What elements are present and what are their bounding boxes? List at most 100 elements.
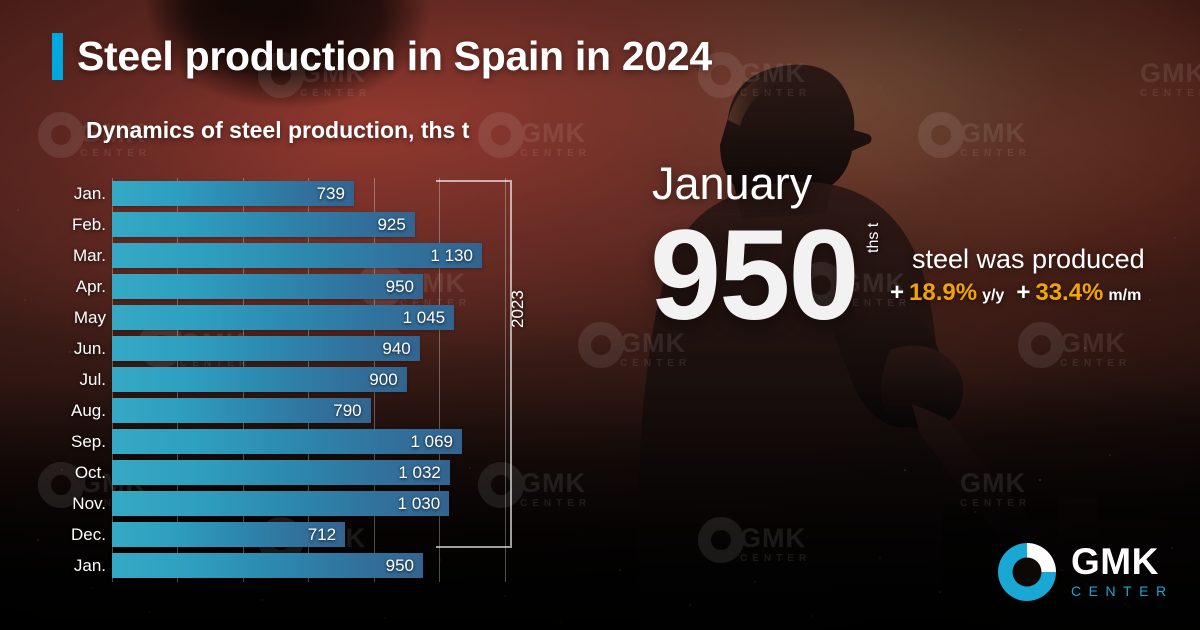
chart-row-label: Jan.	[73, 555, 106, 575]
chart-bar[interactable]: 1 030	[112, 491, 450, 516]
chart-row-label: Oct.	[74, 462, 106, 482]
chart-row-label: Sep.	[71, 431, 106, 451]
watermark-subtext: CENTER	[400, 298, 472, 309]
chart-bar-value: 900	[369, 369, 398, 389]
bar-chart: Jan. 739 Feb. 925 Mar. 1 130 Apr. 950 May 1 045 Ju…	[0, 178, 560, 592]
chart-row-label: Jul.	[79, 369, 106, 389]
chart-row: Feb. 925	[0, 209, 560, 240]
watermark-text: GMK	[620, 328, 686, 358]
chart-bar[interactable]: 940	[112, 336, 420, 361]
watermark-text: GMK	[300, 58, 366, 88]
gridline	[439, 178, 441, 582]
gmk-center-logo[interactable]: GMK CENTER	[996, 541, 1174, 603]
chart-bar[interactable]: 1 045	[112, 305, 455, 330]
chart-row: Apr. 950	[0, 271, 560, 302]
chart-bar-value: 950	[385, 555, 415, 575]
chart-bar-value: 950	[385, 276, 415, 296]
watermark-ring-icon	[698, 52, 744, 98]
chart-bar-wrapper: 950	[112, 274, 424, 299]
chart-bar-wrapper: 940	[112, 336, 420, 361]
chart-bar-value: 1 069	[410, 431, 453, 451]
chart-row-label: Dec.	[71, 524, 106, 544]
chart-bar-wrapper: 790	[112, 398, 371, 423]
chart-bar-wrapper: 900	[112, 367, 407, 392]
watermark-subtext: CENTER	[180, 358, 252, 369]
watermark-subtext: CENTER	[620, 358, 692, 369]
kpi-stat-sign: +	[1016, 279, 1031, 306]
watermark-subtext: CENTER	[960, 148, 1032, 159]
chart-bar-wrapper: 1 130	[112, 243, 482, 268]
chart-bar-value: 1 045	[402, 307, 446, 327]
chart-bar[interactable]: 712	[112, 522, 346, 547]
watermark-text: GMK	[520, 118, 586, 148]
watermark-text: GMK	[740, 523, 806, 553]
chart-title: Dynamics of steel production, ths t	[86, 117, 470, 143]
watermark-text: GMK	[1060, 328, 1126, 358]
watermark-subtext: CENTER	[1060, 358, 1132, 369]
chart-row: Jan. 739	[0, 178, 560, 209]
watermark-subtext: CENTER	[80, 148, 152, 159]
chart-bar-wrapper: 739	[112, 181, 354, 206]
kpi-stats-row: +18.9% y/y +33.4% m/m	[890, 279, 1148, 307]
watermark-text: GMK	[960, 468, 1026, 498]
watermark-ring-icon	[698, 517, 744, 563]
chart-row-label: Aug.	[71, 400, 106, 420]
chart-row: Jun. 940	[0, 333, 560, 364]
chart-row-label: Nov.	[72, 493, 106, 513]
chart-row: Nov. 1 030	[0, 488, 560, 519]
watermark-subtext: CENTER	[840, 298, 912, 309]
kpi-unit-label: ths t	[865, 222, 882, 253]
chart-row-label: Apr.	[75, 276, 106, 296]
chart-row: Jan. 950	[0, 550, 560, 581]
chart-rows: Jan. 739 Feb. 925 Mar. 1 130 Apr. 950 May 1 045 Ju…	[0, 178, 560, 581]
chart-row: Mar. 1 130	[0, 240, 560, 271]
chart-bar[interactable]: 950	[112, 553, 424, 578]
chart-bar[interactable]: 950	[112, 274, 424, 299]
chart-bar-value: 1 130	[430, 245, 473, 265]
logo-center-text: CENTER	[1071, 582, 1174, 599]
watermark-text: GMK	[1140, 58, 1200, 88]
watermark-ring-icon	[578, 322, 624, 368]
watermark-text: GMK	[80, 118, 146, 148]
year-bracket	[436, 180, 512, 548]
page-title: Steel production in Spain in 2024	[77, 33, 712, 79]
chart-row-label: Jun.	[73, 338, 106, 358]
chart-bar-value: 925	[377, 214, 406, 234]
chart-bar-wrapper: 925	[112, 212, 415, 237]
chart-bar[interactable]: 790	[112, 398, 371, 423]
chart-row: Dec. 712	[0, 519, 560, 550]
kpi-stat-sign: +	[890, 279, 905, 306]
watermark-subtext: CENTER	[740, 88, 812, 99]
chart-row: Aug. 790	[0, 395, 560, 426]
chart-row: Jul. 900	[0, 364, 560, 395]
watermark-text: GMK	[960, 118, 1026, 148]
watermark-subtext: CENTER	[960, 498, 1032, 509]
watermark-ring-icon	[1018, 322, 1064, 368]
chart-row-label: Mar.	[72, 245, 106, 265]
watermark-subtext: CENTER	[520, 498, 592, 509]
header: Steel production in Spain in 2024	[52, 33, 712, 80]
chart-bar[interactable]: 1 130	[112, 243, 482, 268]
chart-bar-value: 940	[382, 338, 411, 358]
chart-bar-wrapper: 1 032	[112, 460, 450, 485]
logo-gmk-text: GMK	[1071, 541, 1159, 583]
chart-bar-value: 712	[307, 524, 337, 544]
gridline	[504, 178, 506, 582]
watermark-ring-icon	[798, 262, 844, 308]
chart-row: Oct. 1 032	[0, 457, 560, 488]
chart-bar[interactable]: 1 032	[112, 460, 450, 485]
watermark-ring-icon	[38, 112, 84, 158]
watermark-ring-icon	[478, 462, 524, 508]
chart-row: Sep. 1 069	[0, 426, 560, 457]
chart-bar[interactable]: 739	[112, 181, 354, 206]
watermark-subtext: CENTER	[520, 148, 592, 159]
chart-row-label: May	[73, 307, 106, 327]
chart-bar-value: 739	[316, 183, 345, 203]
kpi-value: 950	[650, 204, 860, 347]
chart-bar[interactable]: 900	[112, 367, 407, 392]
chart-bar[interactable]: 925	[112, 212, 415, 237]
kpi-stat-value: 33.4%	[1035, 279, 1104, 306]
chart-bar[interactable]: 1 069	[112, 429, 462, 454]
gmk-ring-icon	[996, 541, 1058, 603]
